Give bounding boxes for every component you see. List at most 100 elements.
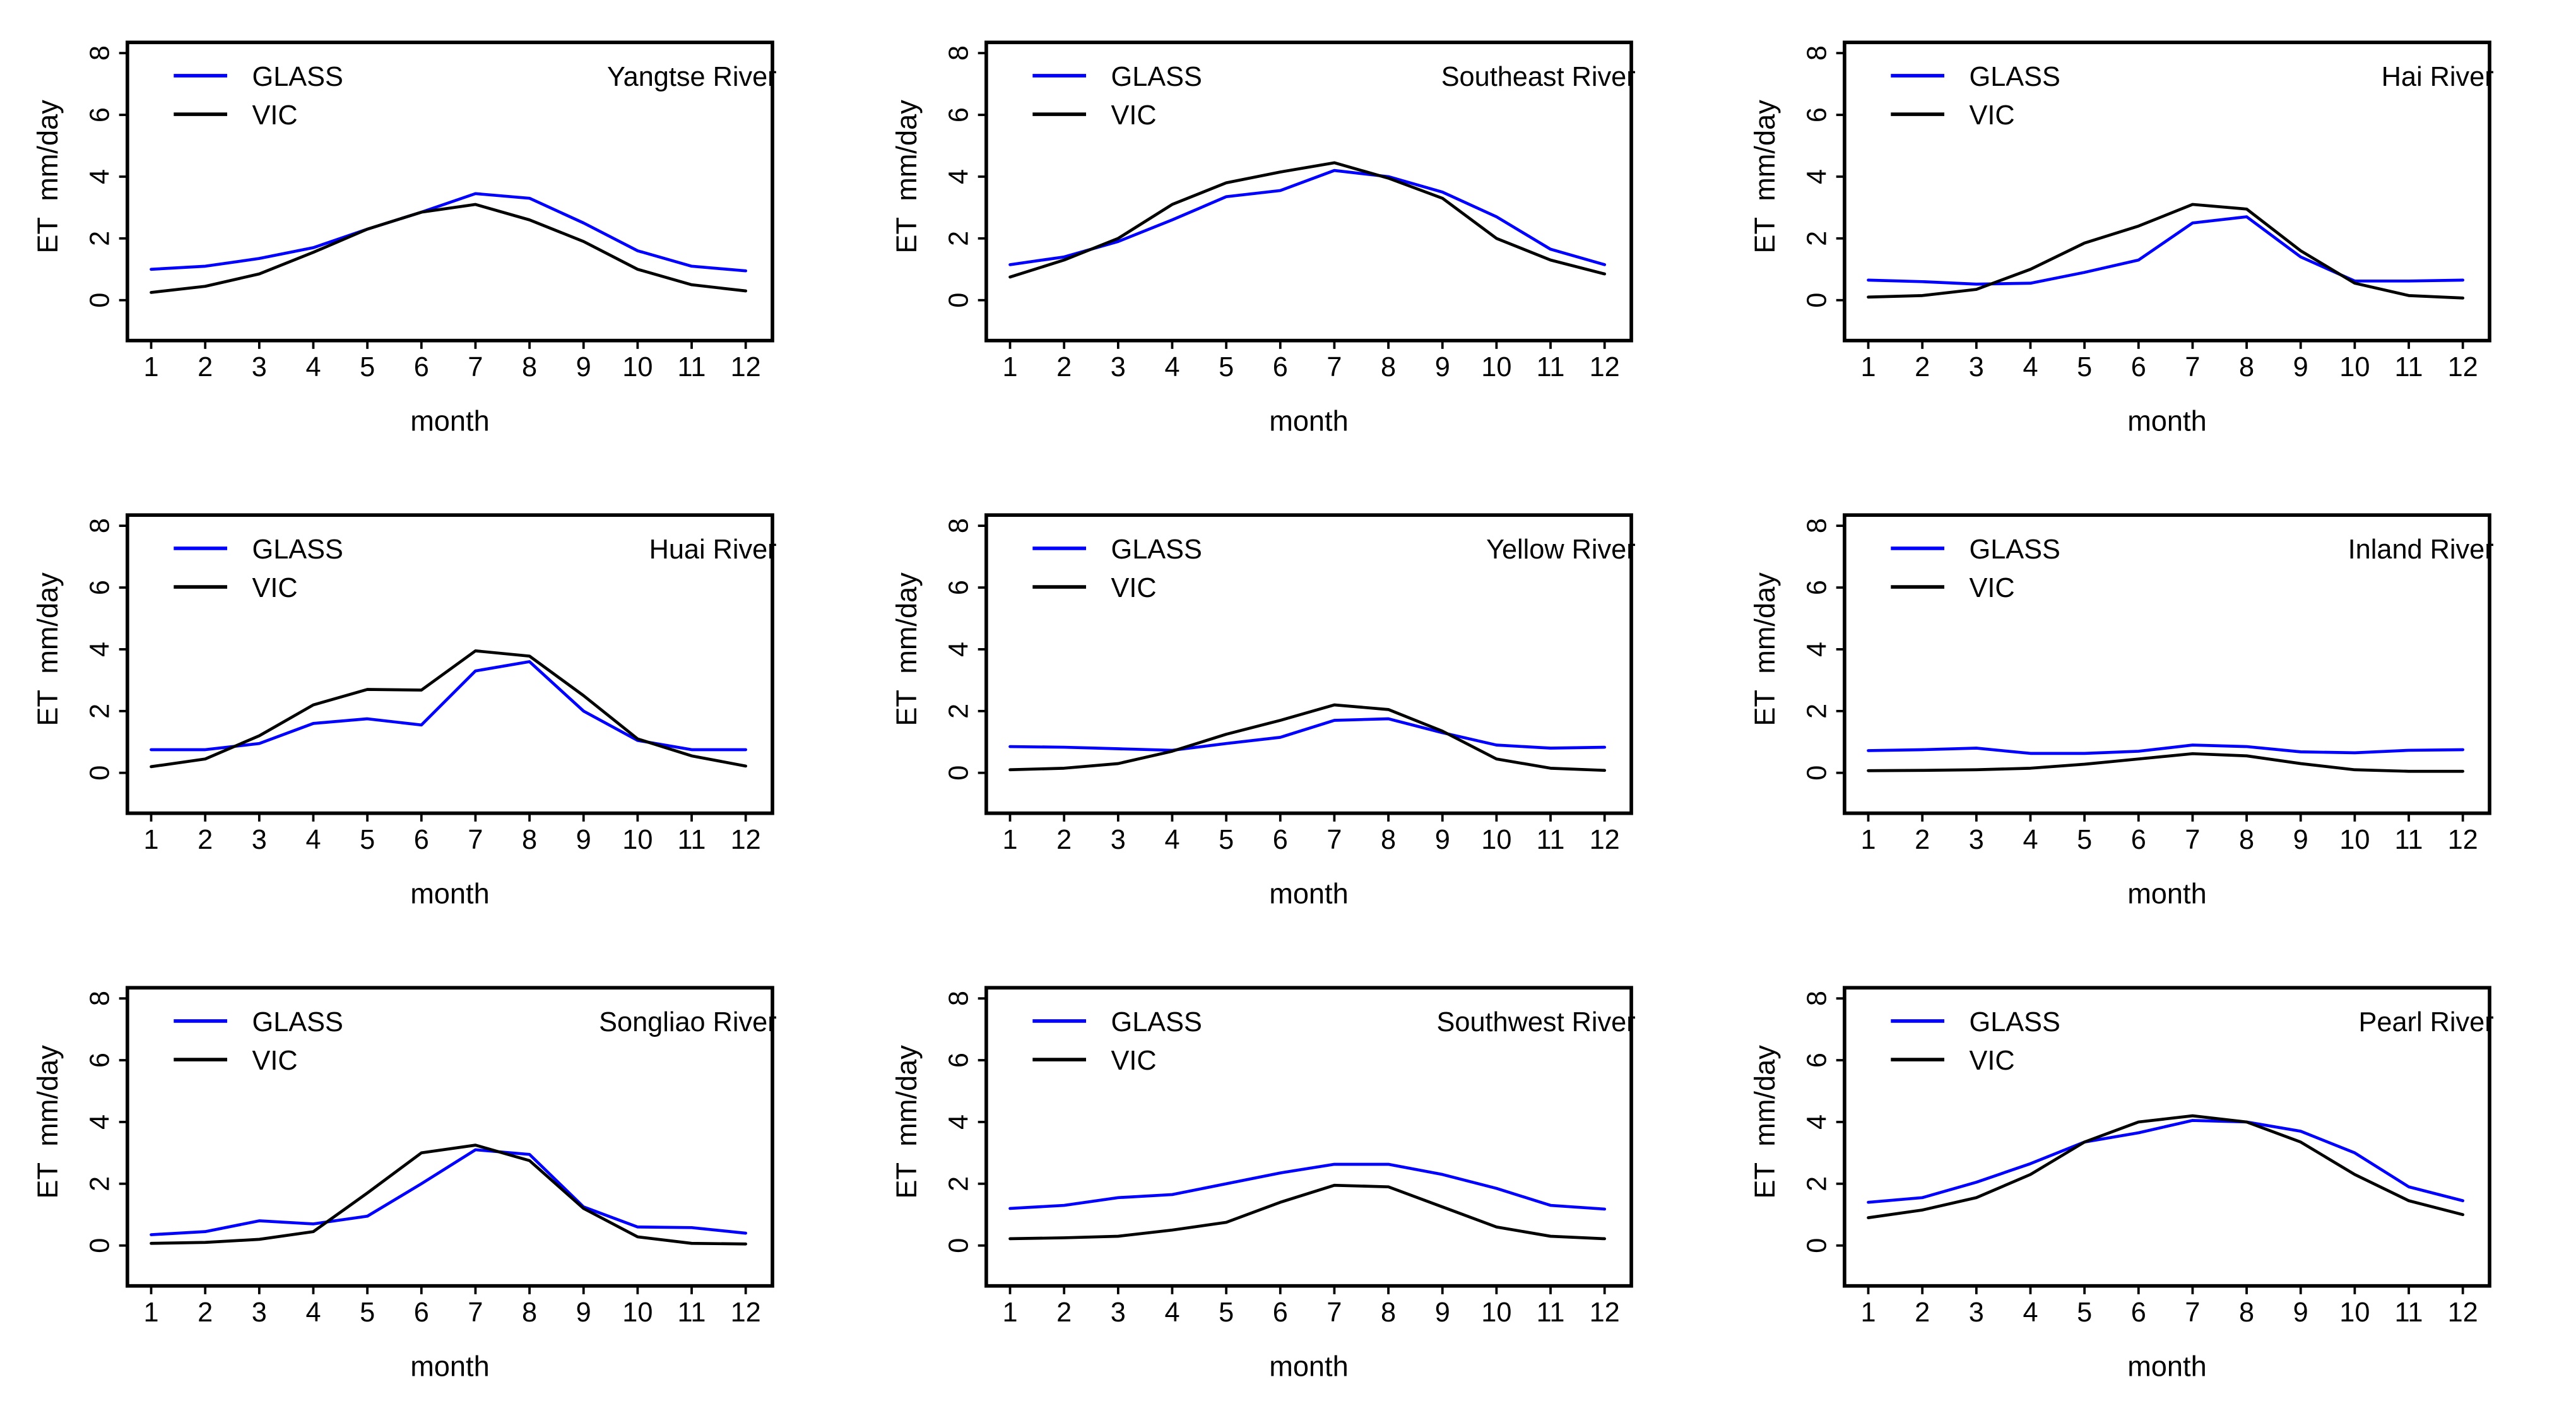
x-tick-label: 6: [414, 352, 429, 382]
y-tick-label: 2: [1802, 1176, 1833, 1191]
x-tick-label: 6: [2131, 1297, 2146, 1328]
x-tick-label: 7: [1326, 352, 1342, 382]
x-tick-label: 7: [2185, 825, 2201, 855]
x-tick-label: 8: [1381, 352, 1396, 382]
x-tick-label: 6: [1272, 352, 1287, 382]
y-tick-label: 4: [1802, 642, 1833, 657]
x-tick-label: 7: [1326, 825, 1342, 855]
chart-title: Southwest River: [1436, 1007, 1635, 1037]
x-tick-label: 1: [1002, 352, 1017, 382]
plot-border: [1843, 986, 2492, 1288]
x-axis-title: month: [2128, 1350, 2207, 1383]
y-tick-label: 0: [1802, 765, 1833, 781]
glass-line: [150, 1148, 748, 1236]
x-axis-title: month: [1269, 1350, 1349, 1383]
y-tick-label: 6: [943, 1053, 974, 1068]
y-tick-label: 4: [85, 169, 115, 184]
x-tick-label: 11: [678, 1297, 706, 1328]
x-tick-label: 7: [2185, 352, 2201, 382]
x-tick-label: 11: [2395, 352, 2423, 382]
x-tick-label: 9: [576, 825, 591, 855]
plot-border: [126, 513, 774, 815]
x-tick-label: 12: [1589, 825, 1619, 855]
chart-title: Yellow River: [1486, 535, 1636, 565]
vic-line: [1867, 752, 2465, 773]
x-tick-label: 2: [198, 352, 213, 382]
x-tick-label: 10: [2340, 825, 2370, 855]
x-tick-label: 2: [1056, 825, 1072, 855]
legend-vic-label: VIC: [1970, 100, 2015, 131]
x-tick-label: 3: [1969, 1297, 1984, 1328]
legend-vic-label: VIC: [252, 573, 298, 603]
y-tick-label: 4: [1802, 1114, 1833, 1130]
legend-vic-label: VIC: [252, 1046, 298, 1076]
x-tick-label: 5: [1219, 825, 1234, 855]
plot-border: [126, 986, 774, 1288]
vic-line: [1008, 1183, 1606, 1241]
y-axis-title: ET mm/day: [1749, 1045, 1781, 1199]
y-tick-label: 8: [1802, 991, 1833, 1006]
x-tick-label: 4: [305, 352, 321, 382]
x-tick-label: 2: [1915, 825, 1930, 855]
legend-vic-label: VIC: [1111, 1046, 1156, 1076]
x-tick-label: 2: [198, 1297, 213, 1328]
legend-vic-label: VIC: [252, 100, 298, 131]
y-tick-label: 2: [1802, 231, 1833, 246]
y-tick-label: 8: [85, 991, 115, 1006]
legend-vic-label: VIC: [1111, 100, 1156, 131]
x-tick-label: 9: [2293, 1297, 2308, 1328]
x-tick-label: 9: [1434, 1297, 1450, 1328]
x-tick-label: 2: [1056, 352, 1072, 382]
x-tick-label: 3: [1969, 352, 1984, 382]
x-tick-label: 11: [2395, 825, 2423, 855]
legend-glass-label: GLASS: [1970, 1007, 2060, 1037]
x-axis-title: month: [410, 878, 490, 910]
y-tick-label: 8: [1802, 518, 1833, 533]
y-tick-label: 4: [943, 642, 974, 657]
y-tick-label: 4: [1802, 169, 1833, 184]
x-tick-label: 11: [1536, 825, 1564, 855]
x-tick-label: 2: [1915, 352, 1930, 382]
chart-title: Hai River: [2382, 62, 2494, 92]
y-tick-label: 0: [1802, 1238, 1833, 1253]
x-tick-label: 4: [2023, 352, 2038, 382]
x-tick-label: 10: [1481, 825, 1511, 855]
x-tick-label: 1: [143, 825, 158, 855]
legend-vic-label: VIC: [1111, 573, 1156, 603]
x-tick-label: 5: [360, 825, 375, 855]
vic-line: [1008, 161, 1606, 279]
y-tick-label: 2: [943, 231, 974, 246]
x-tick-label: 1: [1002, 825, 1017, 855]
glass-line: [1867, 743, 2465, 755]
glass-line: [150, 660, 748, 752]
legend-glass-label: GLASS: [1970, 62, 2060, 92]
x-tick-label: 1: [143, 352, 158, 382]
x-tick-label: 7: [1326, 1297, 1342, 1328]
x-tick-label: 7: [468, 1297, 483, 1328]
legend-glass-label: GLASS: [1111, 535, 1202, 565]
x-tick-label: 6: [1272, 1297, 1287, 1328]
x-tick-label: 10: [1481, 352, 1511, 382]
chart-panel-yellow-river: 0 2 4 6 8 1 2 3 4 5 6 7 8 9 10 11 12 ET mm/day month Yellow…: [884, 483, 1693, 935]
x-tick-label: 7: [2185, 1297, 2201, 1328]
x-tick-label: 9: [576, 1297, 591, 1328]
x-tick-label: 12: [1589, 352, 1619, 382]
x-tick-label: 3: [252, 1297, 267, 1328]
x-tick-label: 12: [731, 1297, 761, 1328]
plot-border: [984, 986, 1633, 1288]
chart-title: Yangtse River: [607, 62, 777, 92]
x-tick-label: 3: [1110, 352, 1125, 382]
y-axis-title: ET mm/day: [32, 1045, 64, 1199]
vic-line: [150, 203, 748, 294]
chart-panel-inland-river: 0 2 4 6 8 1 2 3 4 5 6 7 8 9 10 11 12 ET mm/day month Inland…: [1742, 483, 2551, 935]
x-tick-label: 12: [731, 825, 761, 855]
legend-glass-label: GLASS: [1111, 62, 1202, 92]
x-tick-label: 7: [468, 352, 483, 382]
y-axis-title: ET mm/day: [890, 572, 922, 726]
x-axis-title: month: [410, 1350, 490, 1383]
x-tick-label: 5: [2077, 352, 2092, 382]
legend-vic-label: VIC: [1970, 573, 2015, 603]
